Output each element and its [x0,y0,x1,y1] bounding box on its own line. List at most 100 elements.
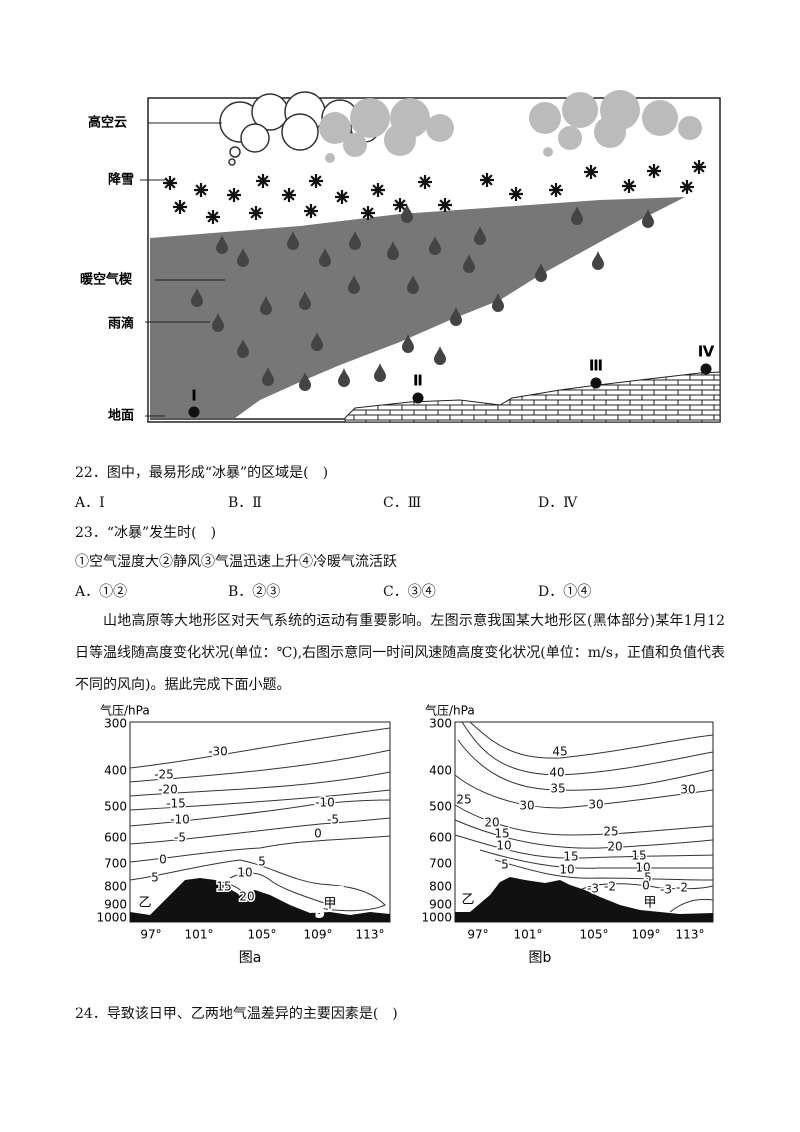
y-tick-label: 400 [429,764,452,778]
contour-label: 45 [552,745,567,759]
snowflake [371,183,385,197]
snowflake [194,183,208,197]
x-tick-label: 101° [514,928,543,942]
x-tick-label: 109° [632,928,661,942]
contour-label: -3 [587,882,599,896]
warm-air-wedge [150,197,685,418]
raindrop [592,251,604,270]
raindrop [571,206,583,225]
contour-label: 40 [549,766,564,780]
contour-label: 5 [258,855,266,869]
label: 高空云 [88,115,127,131]
raindrop [535,263,547,282]
contour-label: 10 [496,839,511,853]
snowflake [163,176,177,190]
y-tick-label: 1000 [421,911,452,925]
option[interactable]: A．①② [75,584,128,600]
place-label: 甲 [643,896,656,911]
x-tick-label: 101° [185,928,214,942]
labels: 高空云 降雪 暖空气楔 雨滴 地面 [80,115,134,424]
contour-label: 30 [588,798,603,812]
raindrop [319,248,331,267]
leader-lines [140,122,225,417]
x-tick-label: 109° [304,928,333,942]
contour-label: 10 [237,866,252,880]
raindrop [262,367,274,386]
option[interactable]: D．①④ [538,584,592,600]
contour-label: 25 [456,793,471,807]
snowflake [549,183,563,197]
raindrop [402,334,414,353]
snowflake [282,188,296,202]
option[interactable]: B．②③ [228,584,281,600]
snowflake [680,180,694,194]
raindrop [450,307,462,326]
contour-label: -25 [154,768,174,782]
raindrop [407,275,419,294]
question-stem: 23．“冰暴”发生时( ) [75,525,217,541]
contour-label: 5 [151,871,159,885]
raindrop [463,254,475,273]
y-tick-label: 900 [429,898,452,912]
raindrop [387,241,399,260]
raindrop [349,231,361,250]
raindrop [474,226,486,245]
snowflake [304,204,318,218]
label: 地面 [108,408,134,424]
figure-caption: 图a [239,950,262,966]
x-tick-label: 113° [676,928,705,942]
raindrop [237,339,249,358]
contour-label: -10 [315,796,335,810]
axis-title: 气压/hPa [100,703,150,718]
y-tick-label: 500 [429,800,452,814]
contour-label: 20 [239,890,254,904]
contour-label: 15 [563,850,578,864]
y-tick-label: 700 [429,857,452,871]
snowflake [692,160,706,174]
contour-label: -2 [676,881,688,895]
snowflake [393,198,407,212]
label: 暖空气楔 [80,272,132,288]
snowflake [418,175,432,189]
contour-label: -10 [170,813,190,827]
option[interactable]: C．③④ [383,584,436,600]
raindrop [492,293,504,312]
place-label: 乙 [138,896,151,911]
contour-label: 20 [607,840,622,854]
raindrop [642,209,654,228]
option[interactable]: C．Ⅲ [383,495,422,511]
snowflake [509,187,523,201]
option[interactable]: D．Ⅳ [538,495,578,511]
raindrop [212,313,224,332]
site-label: Ⅱ [413,372,423,390]
contour-label: 25 [603,825,618,839]
contour-label: -15 [166,797,186,811]
contour-label: 10 [635,861,650,875]
raindrop [191,288,203,307]
x-tick-label: 105° [248,928,277,942]
raindrop [216,235,228,254]
ice-storm-diagram: 高空云 降雪 暖空气楔 雨滴 地面 Ⅰ Ⅱ Ⅲ Ⅳ [80,90,721,424]
snowflake [622,179,636,193]
y-tick-label: 700 [104,857,127,871]
contour-label: 5 [316,906,324,920]
snowflake [249,206,263,220]
y-tick-label: 500 [104,800,127,814]
contour-label: 20 [484,816,499,830]
raindrop [374,363,386,382]
passage: 山地高原等大地形区对天气系统的运动有重要影响。左图示意我国某大地形区(黑体部分)… [75,613,725,693]
contour-label: -30 [208,745,228,759]
raindrop [429,236,441,255]
snowflake [584,165,598,179]
cloud [319,90,702,163]
raindrop [311,332,323,351]
label: 雨滴 [108,316,134,332]
snowflake [227,188,241,202]
y-tick-label: 300 [429,717,452,731]
option[interactable]: B．Ⅱ [228,495,262,511]
terrain [130,878,390,922]
option[interactable]: A．Ⅰ [75,495,105,511]
y-tick-label: 800 [429,880,452,894]
